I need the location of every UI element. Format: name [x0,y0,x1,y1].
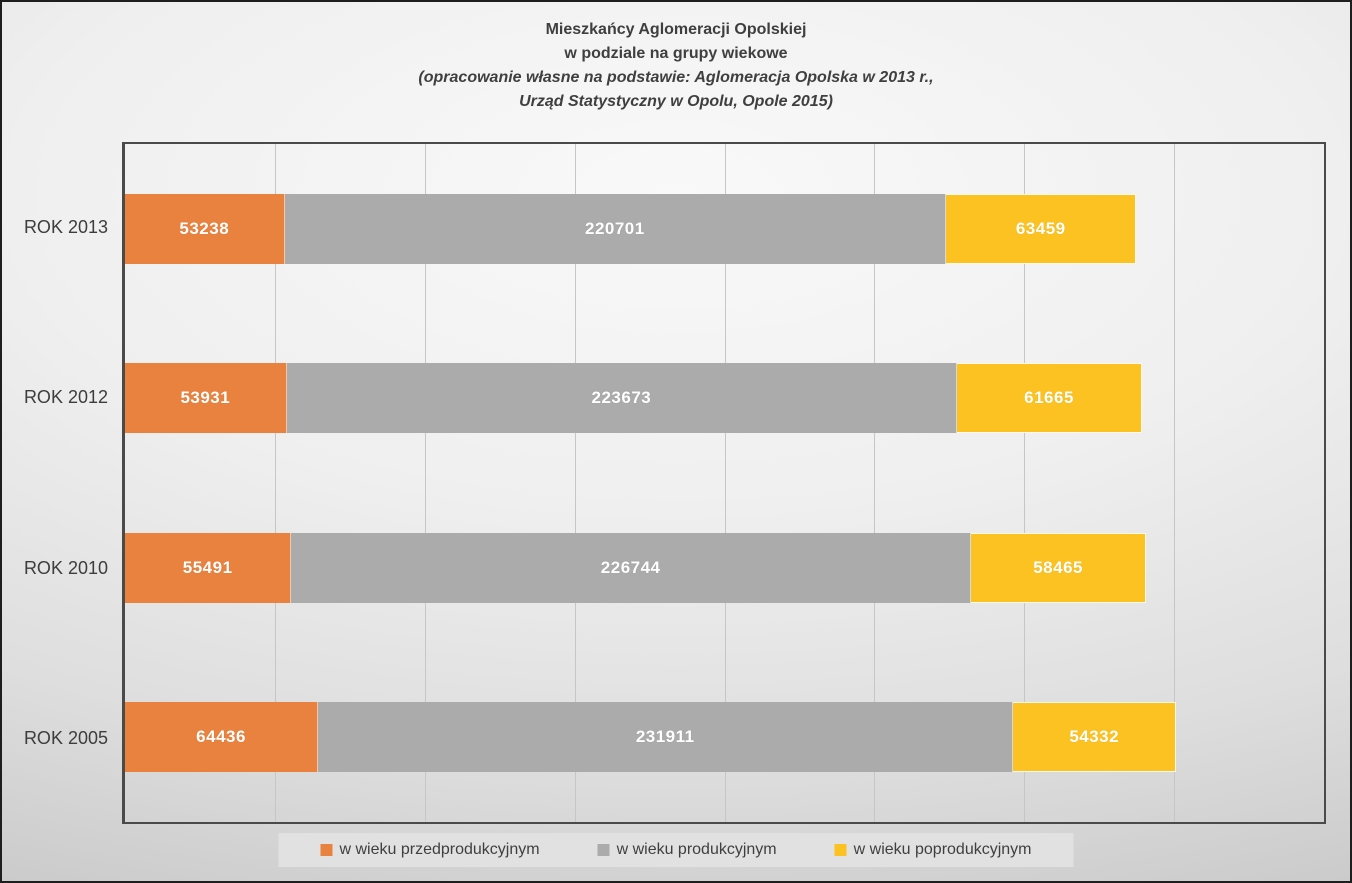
bar-segment-2: 231911 [318,702,1014,773]
bar-value-label: 63459 [1015,218,1066,238]
bar-segment-2: 223673 [286,363,958,434]
legend-swatch-icon [834,844,847,856]
legend-label: w wieku produkcyjnym [616,841,777,858]
legend: w wieku przedprodukcyjnym w wieku produkc… [278,833,1074,867]
bar-segment-2: 226744 [291,532,971,603]
chart-title-line-1: Mieszkańcy Aglomeracji Opolskiej [545,21,807,38]
bar-value-label: 53238 [179,218,230,238]
gridline [574,144,576,822]
legend-label: w wieku przedprodukcyjnym [339,841,540,858]
bar-row: 55491 226744 58465 [125,483,1324,653]
bar-segment-3: 63459 [946,193,1137,264]
bar-segment-1: 64436 [125,702,319,773]
bar-row: 53931 223673 61665 [125,314,1324,484]
bar-value-label: 53931 [180,388,231,408]
y-axis-label: ROK 2012 [23,387,108,408]
stacked-bar: 55491 226744 58465 [125,532,1324,603]
y-axis-label: ROK 2010 [23,557,108,578]
bar-value-label: 61665 [1024,388,1074,408]
bar-value-label: 58465 [1033,557,1083,577]
bar-segment-3: 61665 [957,363,1142,434]
legend-swatch-icon [320,844,333,856]
chart-title: Mieszkańcy Aglomeracji Opolskiej w podzi… [2,18,1350,114]
chart-subtitle-line-2: Urząd Statystyczny w Opolu, Opole 2015) [519,93,833,110]
legend-item: w wieku poprodukcyjnym [834,841,1032,859]
bar-segment-3: 54332 [1013,702,1177,773]
gridline [424,144,426,822]
stacked-bar: 53931 223673 61665 [125,363,1324,434]
bar-segment-1: 55491 [125,532,292,603]
gridline [874,144,876,822]
gridline [1174,144,1176,822]
legend-swatch-icon [597,844,610,856]
bar-segment-2: 220701 [284,193,947,264]
legend-label: w wieku poprodukcyjnym [853,841,1032,858]
stacked-bar: 53238 220701 63459 [125,193,1324,264]
y-axis-label: ROK 2005 [23,728,108,749]
gridline [1024,144,1026,822]
bar-value-label: 54332 [1069,727,1120,747]
stacked-bar: 64436 231911 54332 [125,702,1324,773]
y-axis-labels: ROK 2013 ROK 2012 ROK 2010 ROK 2005 [2,142,108,824]
legend-item: w wieku produkcyjnym [597,841,777,859]
chart-title-line-2: w podziale na grupy wiekowe [564,45,788,62]
bar-value-label: 226744 [600,557,661,577]
bar-segment-1: 53931 [125,363,287,434]
plot-area: 53238 220701 63459 53931 223673 61665 55491 226… [122,142,1326,824]
gridline [724,144,726,822]
bar-value-label: 231911 [635,727,695,747]
bar-value-label: 64436 [196,727,246,747]
y-axis-label: ROK 2013 [23,216,108,237]
bar-segment-1: 53238 [125,193,285,264]
chart-subtitle-line-1: (opracowanie własne na podstawie: Aglome… [418,69,934,86]
bar-value-label: 220701 [584,218,645,238]
bar-row: 64436 231911 54332 [125,653,1324,823]
legend-item: w wieku przedprodukcyjnym [320,841,540,859]
bar-segment-3: 58465 [970,532,1147,603]
bar-row: 53238 220701 63459 [125,144,1324,314]
gridline [274,144,276,822]
bar-value-label: 55491 [182,557,233,577]
bar-value-label: 223673 [591,388,652,408]
